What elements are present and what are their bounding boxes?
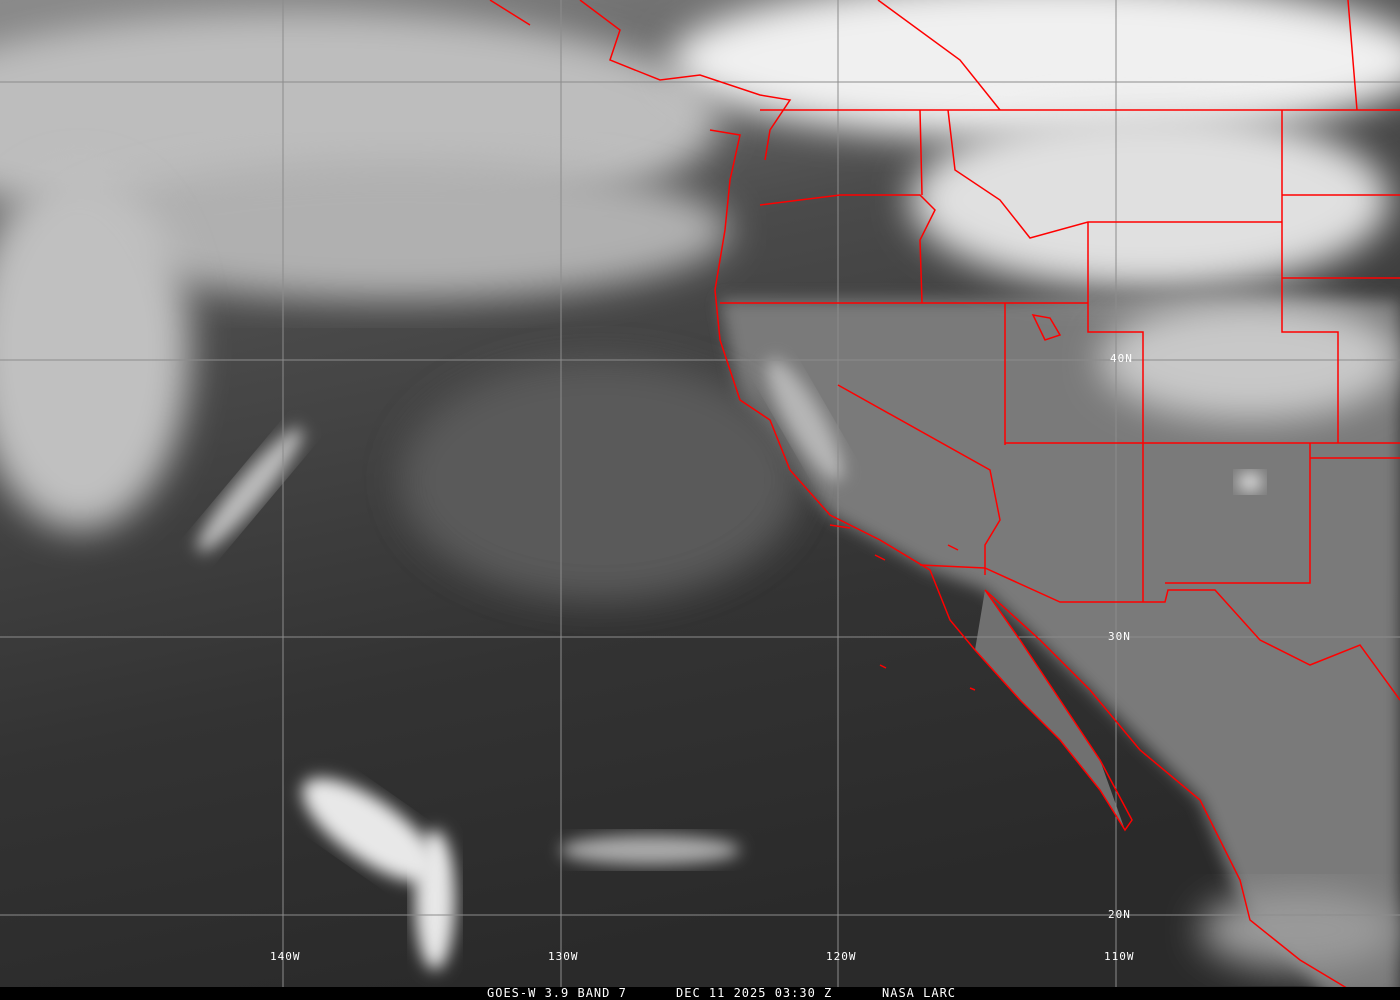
lat-label-20n: 20N	[1108, 908, 1131, 921]
lat-label-30n: 30N	[1108, 630, 1131, 643]
satellite-band: GOES-W 3.9 BAND 7	[487, 986, 627, 1000]
lon-label-140w: 140W	[270, 950, 301, 963]
lon-label-120w: 120W	[826, 950, 857, 963]
timestamp: DEC 11 2025 03:30 Z	[676, 986, 833, 1000]
islands	[829, 314, 1062, 691]
coastline-pacific	[714, 179, 1351, 991]
lon-label-110w: 110W	[1104, 950, 1135, 963]
lon-label-130w: 130W	[548, 950, 579, 963]
canada-province-borders	[877, 0, 1358, 111]
lat-label-40n: 40N	[1110, 352, 1133, 365]
boundaries	[489, 0, 1400, 991]
state-borders	[720, 109, 1400, 602]
coastline-bc	[489, 0, 792, 181]
us-mexico-border	[919, 564, 1400, 701]
land-shading	[720, 300, 1400, 1000]
caption-bar: GOES-W 3.9 BAND 7 DEC 11 2025 03:30 Z NA…	[0, 986, 1400, 1000]
source-credit: NASA LARC	[882, 986, 957, 1000]
cloud-layer	[0, 0, 1400, 970]
